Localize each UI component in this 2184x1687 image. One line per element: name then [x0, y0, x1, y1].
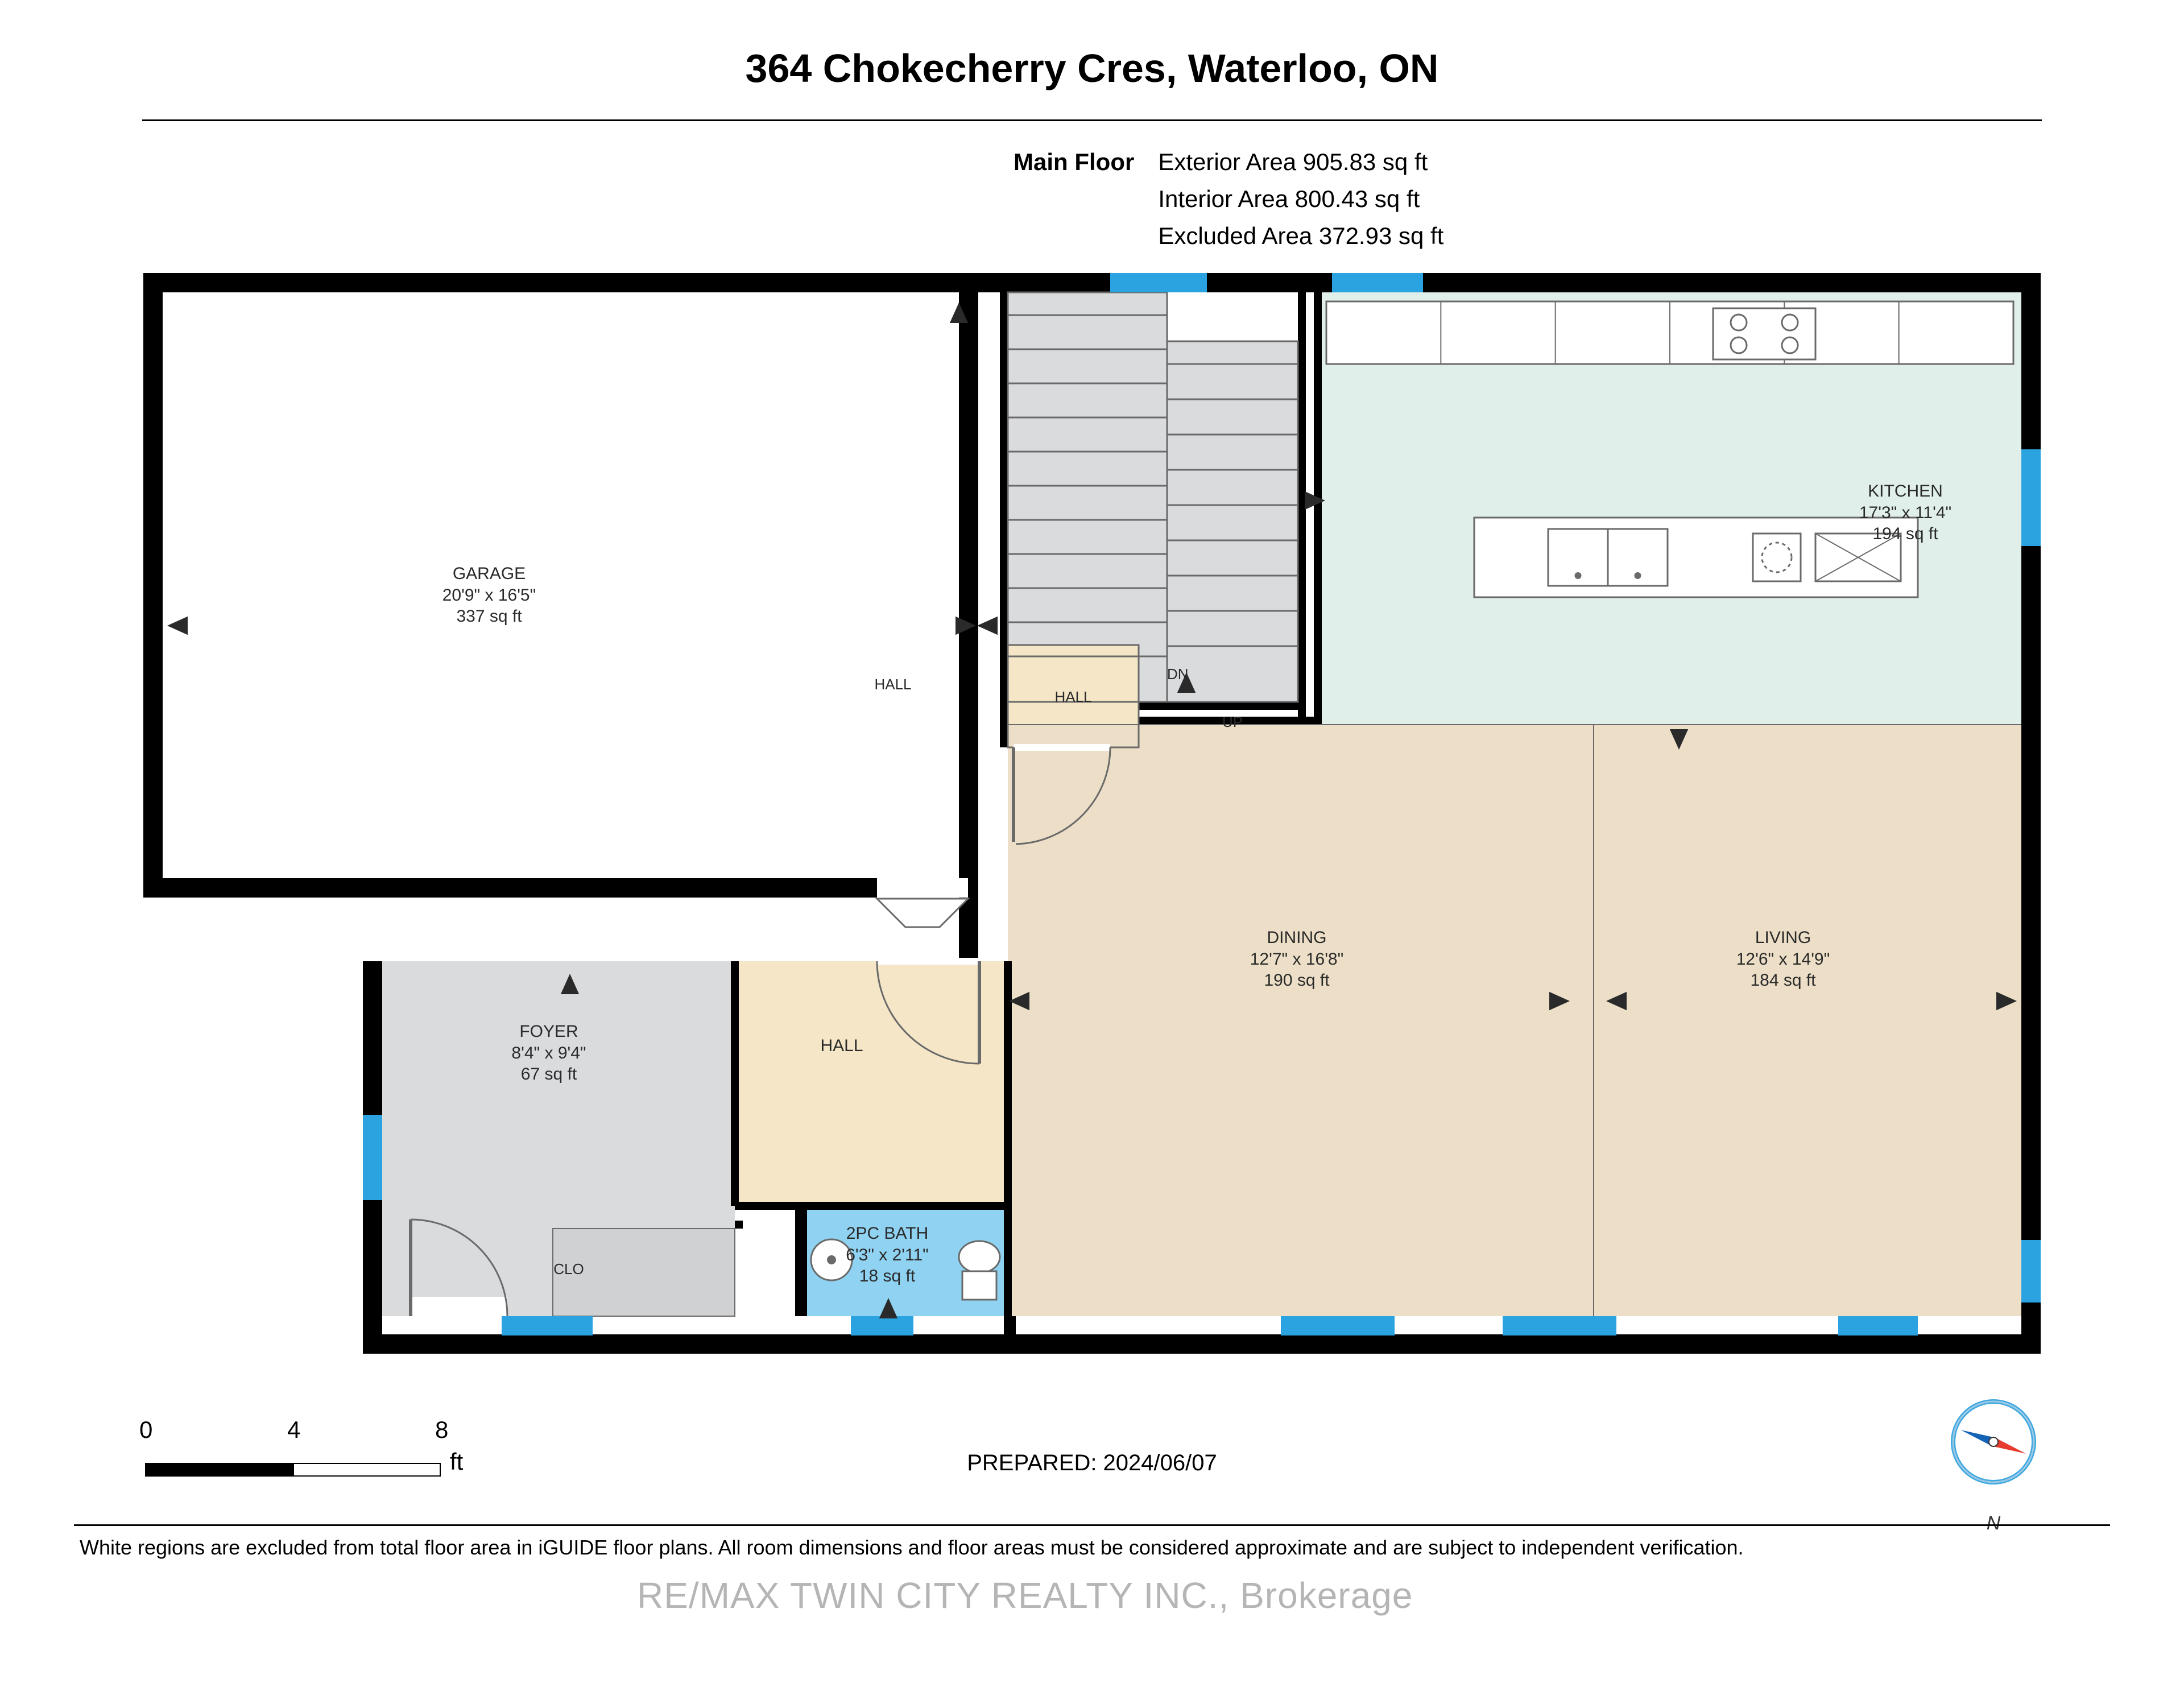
room-label-living: LIVING12'6" x 14'9"184 sq ft: [1715, 927, 1851, 991]
floor-plan-svg: DNUPHALL: [143, 273, 2041, 1354]
room-label-dining: DINING12'7" x 16'8"190 sq ft: [1228, 927, 1365, 991]
title-rule: [142, 119, 2042, 121]
prepared-date: PREPARED: 2024/06/07: [0, 1450, 2184, 1476]
page-title: 364 Chokecherry Cres, Waterloo, ON: [0, 46, 2184, 91]
scale-tick: 0: [139, 1416, 152, 1444]
footer-rule: [74, 1524, 2110, 1526]
area-row: Excluded Area 372.93 sq ft: [1158, 217, 1443, 254]
page: 364 Chokecherry Cres, Waterloo, ON Main …: [0, 0, 2184, 1687]
label: HALL: [847, 675, 938, 694]
compass-icon: N: [1951, 1399, 2036, 1535]
room-label-kitchen: KITCHEN17'3" x 11'4"194 sq ft: [1837, 481, 1974, 545]
svg-text:UP: UP: [1222, 713, 1243, 730]
scale-tick: 8: [435, 1416, 448, 1444]
area-row: Interior Area 800.43 sq ft: [1158, 180, 1443, 217]
watermark: RE/MAX TWIN CITY REALTY INC., Brokerage: [637, 1574, 1413, 1616]
svg-text:HALL: HALL: [1054, 688, 1091, 705]
area-row: Exterior Area 905.83 sq ft: [1158, 143, 1443, 180]
scale-tick: 4: [287, 1416, 300, 1444]
floor-plan: DNUPHALL: [143, 273, 2041, 1354]
room-label-garage: GARAGE20'9" x 16'5"337 sq ft: [421, 563, 557, 627]
label: CLO: [523, 1260, 614, 1279]
floor-label: Main Floor: [1014, 143, 1157, 254]
floor-info: Main Floor Exterior Area 905.83 sq ft In…: [1012, 142, 1445, 255]
footnote: White regions are excluded from total fl…: [80, 1536, 2104, 1560]
compass-label: N: [1951, 1512, 2036, 1535]
room-label-foyer: FOYER8'4" x 9'4"67 sq ft: [481, 1021, 617, 1085]
room-label-bath: 2PC BATH6'3" x 2'11"18 sq ft: [819, 1223, 956, 1287]
label: HALL: [796, 1035, 887, 1057]
